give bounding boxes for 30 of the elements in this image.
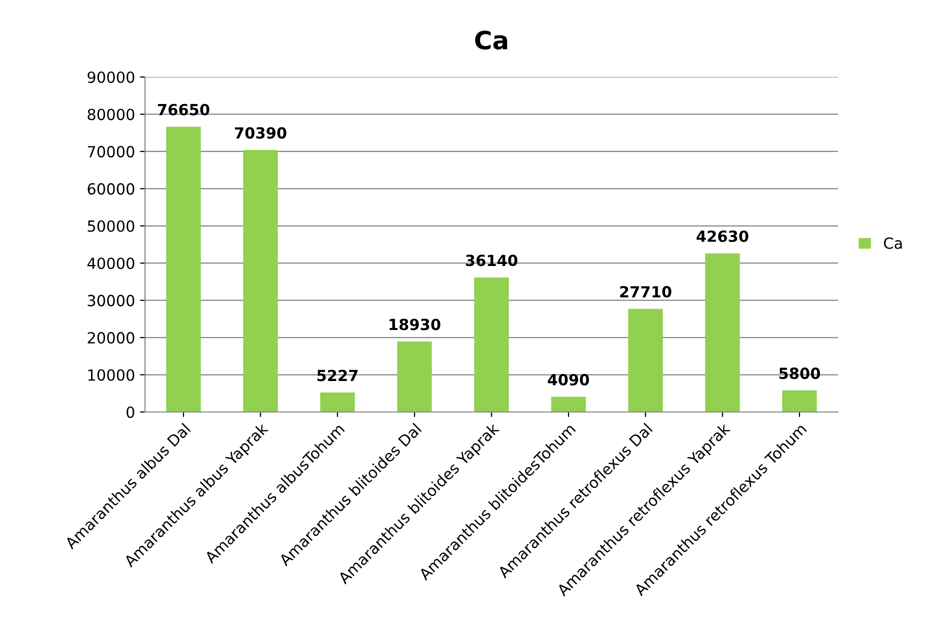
y-tick-label: 30000 <box>88 294 134 306</box>
bar <box>551 396 586 412</box>
bar <box>628 308 663 412</box>
y-tick-label: 50000 <box>88 220 134 232</box>
data-label: 18930 <box>390 318 440 330</box>
data-label: 27710 <box>620 286 672 298</box>
y-tick-label: 0 <box>126 406 134 418</box>
bar <box>705 253 740 412</box>
bar <box>782 390 817 412</box>
data-label: 4090 <box>548 374 590 386</box>
bar <box>397 342 432 412</box>
y-tick-label: 20000 <box>88 332 134 344</box>
data-label: 42630 <box>696 230 748 242</box>
data-label: 36140 <box>466 254 518 266</box>
y-tick-label: 90000 <box>88 71 134 84</box>
y-tick-label: 60000 <box>88 183 134 195</box>
y-tick-label: 40000 <box>87 258 134 270</box>
y-tick-label: 10000 <box>88 369 134 381</box>
chart-title: Ca <box>475 30 508 50</box>
data-label: 5800 <box>779 368 820 380</box>
y-tick-label: 70000 <box>88 146 134 158</box>
data-label: 5227 <box>317 370 358 382</box>
y-tick-label: 80000 <box>88 108 134 120</box>
legend-label: Ca <box>884 237 902 249</box>
bar <box>243 150 278 412</box>
data-label: 76650 <box>158 104 210 116</box>
bar <box>166 126 201 412</box>
data-label: 70390 <box>234 127 286 139</box>
bar <box>320 392 355 412</box>
bar <box>474 277 509 412</box>
